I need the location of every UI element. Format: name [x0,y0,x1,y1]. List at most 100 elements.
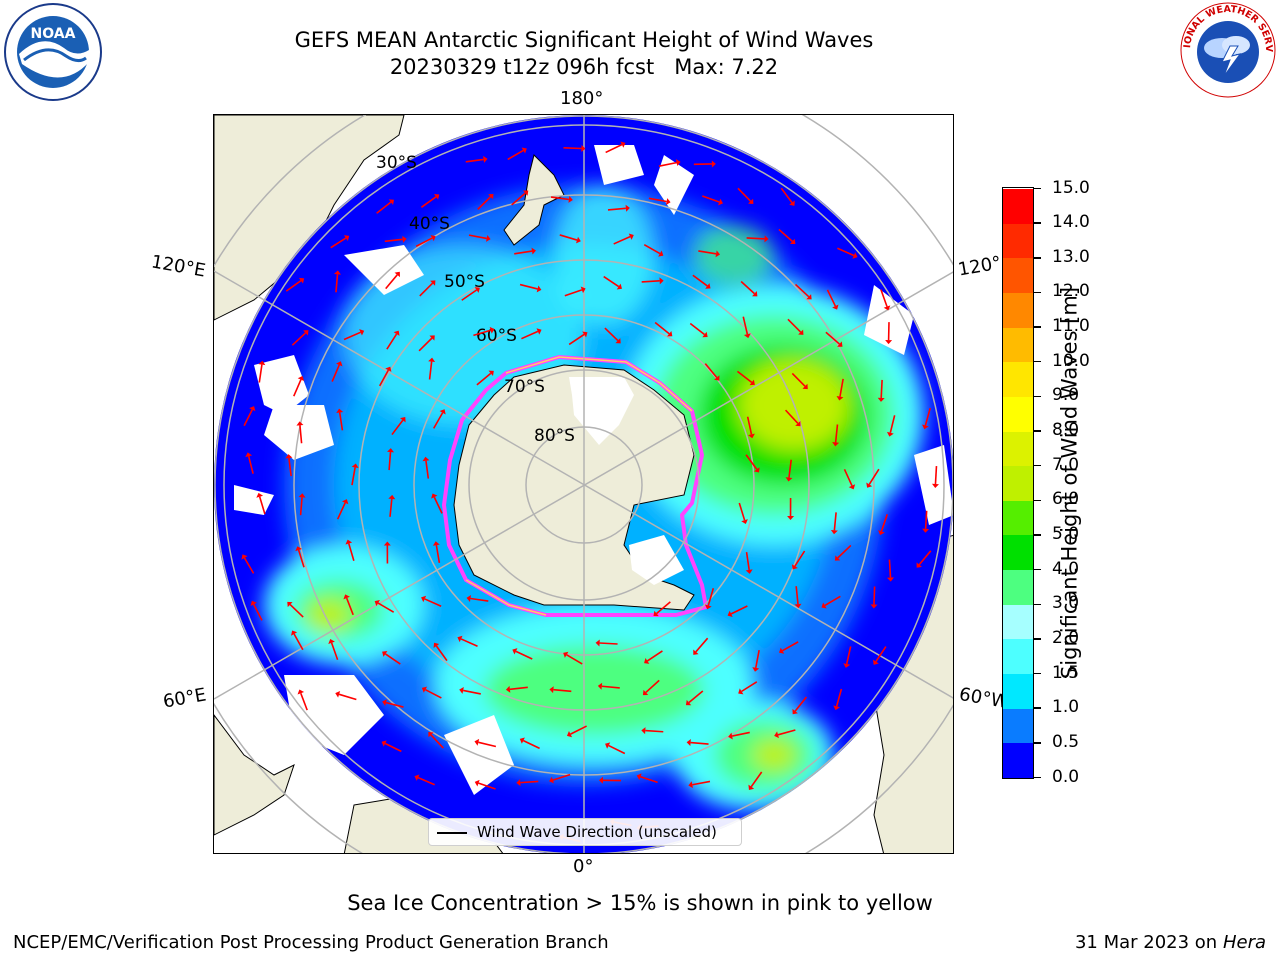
wave-direction-arrow [299,497,303,516]
wave-direction-arrow [473,329,491,337]
wave-direction-arrowhead [298,277,305,284]
wave-direction-arrow [835,688,843,707]
wave-direction-arrow [376,201,392,214]
lon-label-0: 0° [573,856,594,877]
wave-direction-arrowhead [474,779,480,787]
wave-direction-arrowhead [675,159,681,167]
wave-direction-arrow [417,776,435,786]
wave-direction-arrowhead [686,739,691,747]
wave-direction-arrowhead [457,635,463,643]
wave-direction-arrowhead [749,379,755,386]
wave-direction-arrow [385,701,404,708]
wave-direction-arrowhead [837,341,843,347]
lat-label-40s: 40°S [409,214,450,234]
colorbar-segment [1003,465,1033,501]
lat-label-70s: 70°S [504,377,545,397]
colorbar-tick-label: 0.5 [1052,731,1080,752]
wave-direction-arrowhead [688,781,693,789]
wave-direction-arrow [563,147,582,150]
wave-direction-arrow [845,646,852,665]
wave-direction-arrowhead [328,639,335,644]
lat-label-50s: 50°S [444,272,485,292]
colorbar-segment [1003,188,1033,224]
wave-direction-arrowhead [381,740,387,747]
colorbar-tick-label: 5.0 [1052,523,1080,544]
wave-direction-arrowhead [693,649,699,655]
lon-label-120w: 120° [956,252,1003,281]
wave-direction-arrow [880,379,883,398]
wave-direction-arrow [784,409,799,424]
wave-direction-arrow [521,330,539,340]
wave-direction-arrow [731,731,750,737]
wave-direction-arrow [613,235,631,245]
wave-direction-arrowhead [351,463,359,469]
graticule [214,115,953,853]
colorbar-tick [1034,222,1041,224]
wave-direction-arrowhead [798,329,804,335]
wave-direction-arrow [603,275,620,288]
wave-direction-arrowhead [806,294,812,300]
wave-direction-arrowhead [336,361,343,367]
wave-direction-arrowhead [615,338,621,344]
wave-direction-arrowhead [394,271,400,278]
wave-direction-arrow [788,459,793,478]
wave-direction-arrow [934,465,938,485]
wave-direction-arrow [837,247,855,257]
wave-direction-arrowhead [536,328,542,335]
lon-label-180: 180° [560,88,604,109]
wave-direction-arrow [428,361,433,380]
wave-direction-arrowhead [359,329,365,336]
wave-direction-arrow [258,496,266,515]
wave-direction-arrowhead [336,408,344,414]
wave-direction-arrow [432,412,444,429]
wave-direction-arrow [514,250,533,255]
wave-direction-arrow [750,771,763,788]
wave-direction-arrow [425,460,430,479]
wave-direction-arrowhead [852,252,858,259]
wave-direction-arrowhead [566,730,573,738]
wave-direction-arrowhead [421,686,428,693]
wave-direction-arrow [425,688,442,699]
wave-direction-arrow [289,604,304,618]
wave-direction-arrow [331,364,340,382]
wave-direction-arrowhead [250,600,257,606]
wave-direction-arrow [745,454,758,470]
wave-direction-arrow [880,514,889,532]
wave-direction-arrowhead [764,235,769,243]
wave-direction-arrowhead [832,304,839,310]
wave-direction-arrow [837,544,852,559]
wave-direction-arrow [843,468,853,487]
wave-direction-arrow [418,337,433,352]
wave-direction-arrow [288,458,292,477]
wave-direction-arrowhead [718,198,724,206]
wave-direction-arrow [385,274,398,290]
colorbar-tick-label: 1.5 [1052,662,1080,683]
wave-direction-arrowhead [522,190,529,196]
wave-direction-arrow [386,333,398,350]
wave-direction-arrowhead [388,494,396,500]
wave-direction-arrow [643,243,661,255]
wave-direction-arrowhead [297,689,305,695]
colorbar-tick [1034,257,1041,259]
wave-direction-arrowhead [616,283,622,290]
wave-direction-arrowhead [582,331,588,338]
wave-direction-arrowhead [249,406,256,412]
wave-direction-arrowhead [428,731,434,738]
colorbar-tick [1034,568,1041,571]
wave-direction-arrow [293,633,304,651]
colorbar-segment [1003,569,1033,605]
wave-direction-arrow [794,696,808,712]
wave-direction-arrow [868,468,880,485]
wave-direction-arrow [608,744,626,755]
wave-direction-arrow [476,372,492,386]
wave-direction-arrowhead [402,235,407,243]
wave-direction-arrowhead [486,234,491,242]
wave-direction-arrowhead [580,286,586,294]
colorbar-tick-label: 15.0 [1052,177,1090,198]
wave-direction-arrowhead [433,642,440,649]
wave-direction-arrowhead [549,686,554,694]
wave-direction-arrowhead [748,784,755,790]
wave-direction-arrowhead [414,774,420,781]
wave-direction-arrowhead [642,689,649,696]
wave-height-map: 30°S 40°S 50°S 60°S 70°S 80°S [214,115,953,853]
